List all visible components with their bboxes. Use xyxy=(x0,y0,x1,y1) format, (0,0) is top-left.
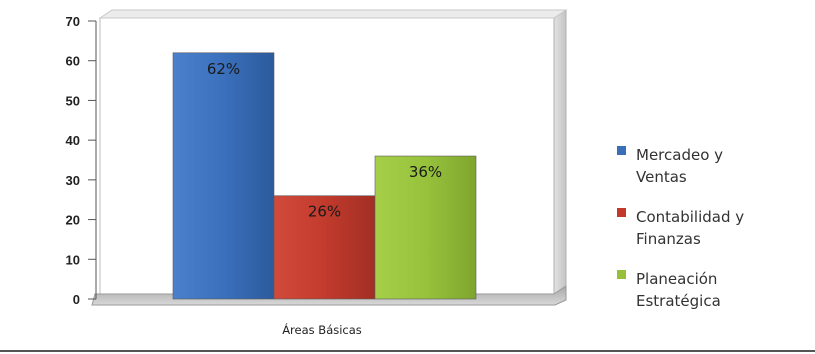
legend-label: Ventas xyxy=(636,168,687,186)
y-tick-label: 60 xyxy=(66,54,80,69)
legend-label: Contabilidad y xyxy=(636,208,744,226)
y-tick-label: 40 xyxy=(66,133,80,148)
legend-swatch xyxy=(617,270,626,279)
bar-1 xyxy=(172,52,275,300)
y-tick-label: 10 xyxy=(66,252,80,267)
legend: Mercadeo y Ventas Contabilidad y Finanza… xyxy=(617,146,744,310)
bar-2 xyxy=(273,195,376,300)
y-tick-label: 0 xyxy=(73,292,80,307)
bars xyxy=(172,52,477,300)
data-labels: 62% 26% 36% xyxy=(207,60,442,221)
legend-label: Planeación xyxy=(636,270,717,288)
bar-3 xyxy=(374,155,477,300)
data-label-1: 62% xyxy=(207,60,240,78)
legend-item-planeacion: Planeación Estratégica xyxy=(617,270,721,310)
legend-item-contabilidad: Contabilidad y Finanzas xyxy=(617,208,744,248)
legend-swatch xyxy=(617,146,626,155)
y-tick-label: 20 xyxy=(66,213,80,228)
y-axis: 0 10 20 30 40 50 60 70 xyxy=(66,14,97,307)
y-tick-label: 70 xyxy=(66,14,80,29)
x-category-label: Áreas Básicas xyxy=(282,322,362,337)
y-tick-label: 50 xyxy=(66,93,80,108)
data-label-2: 26% xyxy=(308,203,341,221)
legend-label: Mercadeo y xyxy=(636,146,723,164)
legend-label: Estratégica xyxy=(636,292,721,310)
data-label-3: 36% xyxy=(409,163,442,181)
y-tick-label: 30 xyxy=(66,173,80,188)
legend-label: Finanzas xyxy=(636,230,701,248)
legend-item-mercadeo: Mercadeo y Ventas xyxy=(617,146,723,186)
legend-swatch xyxy=(617,208,626,217)
